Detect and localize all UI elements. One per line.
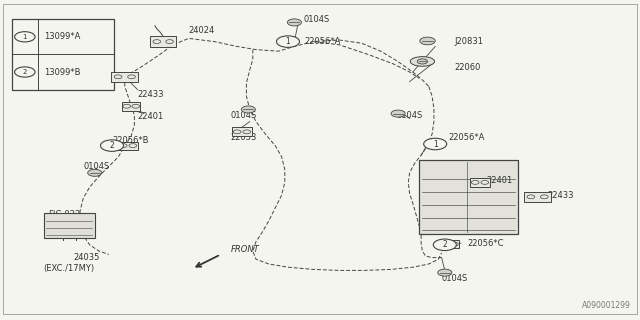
Bar bbox=[122, 102, 140, 111]
Text: 0104S: 0104S bbox=[442, 274, 468, 283]
Circle shape bbox=[417, 59, 428, 64]
Bar bbox=[111, 72, 138, 82]
Text: 2: 2 bbox=[22, 69, 27, 75]
Ellipse shape bbox=[410, 57, 435, 66]
Circle shape bbox=[420, 37, 435, 45]
Bar bbox=[524, 192, 551, 202]
Text: 22056*A: 22056*A bbox=[305, 37, 341, 46]
Text: 1: 1 bbox=[285, 37, 291, 46]
Text: 22433: 22433 bbox=[138, 90, 164, 99]
Text: 22401: 22401 bbox=[486, 176, 513, 185]
Bar bbox=[44, 213, 95, 238]
Circle shape bbox=[276, 36, 300, 47]
Text: 24024: 24024 bbox=[189, 26, 215, 35]
Circle shape bbox=[100, 140, 124, 151]
Text: 22056*C: 22056*C bbox=[467, 239, 504, 248]
Text: <13596>: <13596> bbox=[48, 221, 88, 230]
Text: 22056*A: 22056*A bbox=[448, 133, 484, 142]
Text: J20831: J20831 bbox=[454, 37, 483, 46]
Text: 24035: 24035 bbox=[74, 253, 100, 262]
Text: 0104S: 0104S bbox=[304, 15, 330, 24]
Circle shape bbox=[241, 106, 255, 113]
Bar bbox=[470, 178, 490, 187]
Circle shape bbox=[391, 110, 405, 117]
Text: 0104S: 0104S bbox=[230, 111, 257, 120]
Text: 22056*B: 22056*B bbox=[112, 136, 148, 145]
Text: (EXC./17MY): (EXC./17MY) bbox=[44, 264, 95, 273]
Circle shape bbox=[15, 67, 35, 77]
Text: FRONT: FRONT bbox=[230, 245, 259, 254]
Text: 1: 1 bbox=[433, 140, 438, 148]
Text: 22401: 22401 bbox=[138, 112, 164, 121]
Text: FIG.022: FIG.022 bbox=[48, 210, 80, 219]
Text: 1: 1 bbox=[22, 34, 27, 40]
Text: 2: 2 bbox=[109, 141, 115, 150]
Bar bbox=[150, 36, 176, 47]
Circle shape bbox=[88, 169, 102, 176]
Text: 22053: 22053 bbox=[230, 133, 257, 142]
Bar bbox=[441, 240, 459, 248]
Circle shape bbox=[433, 239, 456, 251]
Text: 22433: 22433 bbox=[547, 191, 573, 200]
Text: 0104S: 0104S bbox=[83, 162, 109, 171]
Text: 13099*A: 13099*A bbox=[44, 32, 81, 41]
Circle shape bbox=[438, 269, 452, 276]
Text: 2: 2 bbox=[442, 240, 447, 249]
Text: 0104S: 0104S bbox=[397, 111, 423, 120]
Bar bbox=[118, 141, 138, 149]
Circle shape bbox=[424, 138, 447, 150]
Circle shape bbox=[287, 19, 301, 26]
Bar bbox=[12, 19, 114, 90]
Bar bbox=[232, 127, 252, 136]
Text: 22060: 22060 bbox=[454, 63, 481, 72]
Text: 13099*B: 13099*B bbox=[44, 68, 81, 76]
Circle shape bbox=[15, 32, 35, 42]
Text: A090001299: A090001299 bbox=[582, 301, 630, 310]
Bar bbox=[419, 160, 518, 234]
